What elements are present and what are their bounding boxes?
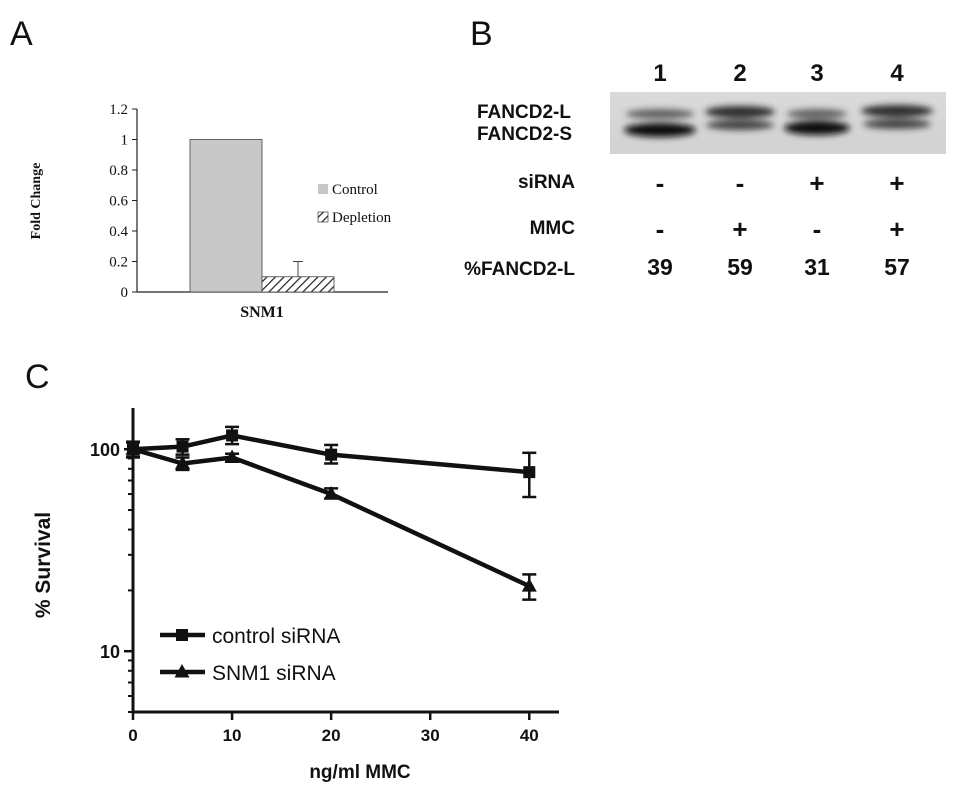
panel-c-line-chart: 0 10 20 30 40 10 100 ng/ml MMC % Survival cont…: [32, 408, 559, 783]
panel-c-letter: C: [25, 358, 50, 396]
y-tick-label: 100: [90, 440, 120, 460]
table-cell: -: [656, 214, 665, 244]
x-tick-label: 30: [421, 726, 440, 745]
panel-c-axes: 0 10 20 30 40 10 100: [90, 408, 559, 745]
panel-a-axes: [136, 109, 388, 293]
band-label-fancd2-l: FANCD2-L: [477, 102, 571, 123]
panel-c-y-axis-label: % Survival: [32, 512, 55, 618]
panel-b-letter: B: [470, 15, 493, 53]
y-tick-label: 10: [100, 642, 120, 662]
table-cell: +: [889, 214, 904, 244]
bar-depletion: [261, 276, 335, 293]
y-tick-label: 1: [121, 133, 129, 149]
lane-number: 4: [890, 60, 904, 87]
data-point: [521, 578, 537, 592]
row-label: %FANCD2-L: [464, 259, 575, 280]
data-point: [224, 449, 240, 463]
row-label: siRNA: [518, 172, 575, 193]
data-point: [325, 448, 338, 461]
legend-marker: [174, 664, 190, 678]
data-point: [125, 441, 141, 455]
legend-label: control siRNA: [212, 625, 340, 648]
table-cell: 39: [647, 254, 673, 280]
table-cell: +: [809, 168, 824, 198]
panel-b-condition-table: siRNA - - + + MMC - + - + %FANCD2-L 39 59 31 57: [464, 168, 910, 280]
series-snm1-sirna: [125, 441, 537, 601]
legend-swatch-depletion: [317, 211, 329, 223]
table-cell: +: [889, 168, 904, 198]
data-point: [523, 466, 536, 479]
table-cell: 57: [884, 254, 910, 280]
panel-a-y-axis-label: Fold Change: [29, 163, 44, 240]
x-tick-label: 10: [223, 726, 242, 745]
table-cell: +: [732, 214, 747, 244]
x-tick-label: 20: [322, 726, 341, 745]
panel-c-legend: control siRNA SNM1 siRNA: [160, 625, 340, 685]
series-line: [132, 447, 531, 589]
y-tick-label: 0.6: [109, 194, 128, 210]
x-tick-label: 0: [128, 726, 137, 745]
panel-b-lane-numbers: 1 2 3 4: [653, 60, 904, 87]
panel-a-bar-chart: 0 0.2 0.4 0.6 0.8 1 1.2 Fold Change SNM1 Contr…: [29, 102, 392, 321]
panel-a-y-ticks: 0 0.2 0.4 0.6 0.8 1 1.2: [109, 102, 137, 301]
panel-b-western-blot: 1 2 3 4 FANCD2-L FANCD2-S siRNA - - + + MMC - + - +%…: [464, 60, 946, 280]
panel-a-letter: A: [10, 15, 33, 53]
data-point: [176, 440, 189, 453]
panel-a-legend: Control Depletion: [317, 182, 392, 226]
table-cell: 59: [727, 254, 753, 280]
data-point: [226, 429, 239, 442]
legend-label: SNM1 siRNA: [212, 662, 336, 685]
y-tick-label: 0.8: [109, 163, 128, 179]
lane-number: 3: [810, 60, 823, 87]
legend-swatch-control: [318, 184, 328, 194]
table-cell: 31: [804, 254, 830, 280]
legend-marker: [176, 629, 188, 641]
band-label-fancd2-s: FANCD2-S: [477, 124, 572, 145]
lane-number: 1: [653, 60, 666, 87]
blot-image: [610, 92, 946, 154]
y-tick-label: 0.2: [109, 255, 128, 271]
table-cell: -: [656, 168, 665, 198]
legend-label-control: Control: [332, 182, 378, 198]
data-point: [175, 455, 191, 469]
y-tick-label: 0.4: [109, 224, 128, 240]
bar-control: [189, 139, 263, 293]
y-tick-label: 1.2: [109, 102, 128, 118]
table-cell: -: [736, 168, 745, 198]
lane-number: 2: [733, 60, 746, 87]
panel-c-series: [125, 425, 537, 601]
data-point: [323, 486, 339, 500]
row-label: MMC: [530, 218, 576, 239]
table-cell: -: [813, 214, 822, 244]
panel-a-bars: [189, 139, 335, 293]
y-tick-label: 0: [121, 285, 129, 301]
legend-label-depletion: Depletion: [332, 210, 392, 226]
panel-c-x-axis-label: ng/ml MMC: [309, 762, 411, 783]
panel-a-category-label: SNM1: [240, 304, 284, 321]
x-tick-label: 40: [520, 726, 539, 745]
